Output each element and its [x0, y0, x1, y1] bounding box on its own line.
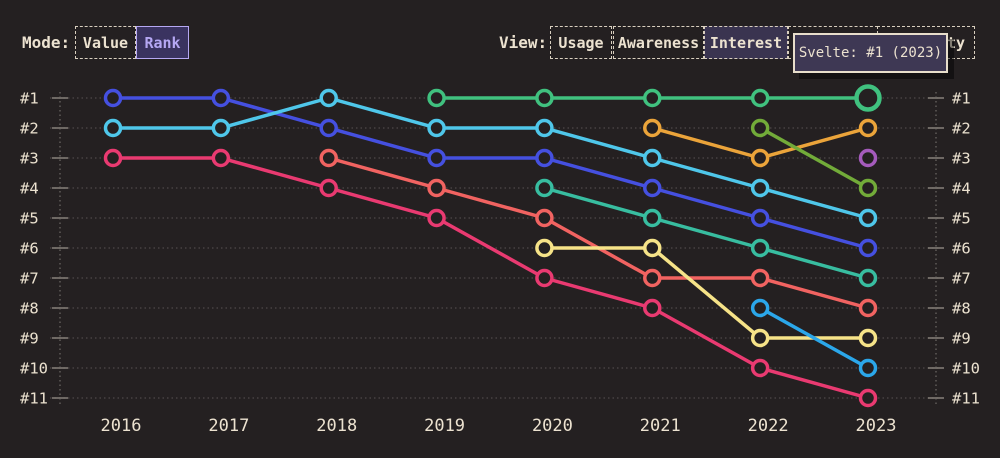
data-point[interactable]: [858, 118, 878, 138]
y-axis-label-left: #9: [20, 330, 39, 348]
y-axis-label-right: #7: [952, 270, 971, 288]
series-line: [758, 126, 870, 190]
data-point[interactable]: [535, 88, 554, 108]
data-point[interactable]: [535, 238, 554, 258]
data-point[interactable]: [211, 118, 231, 138]
data-point[interactable]: [750, 118, 770, 138]
y-axis-label-left: #8: [20, 300, 39, 318]
data-point[interactable]: [858, 148, 878, 168]
y-axis-label-left: #4: [20, 180, 39, 198]
data-point[interactable]: [319, 118, 338, 138]
data-point[interactable]: [858, 388, 878, 408]
data-point[interactable]: [750, 178, 770, 198]
data-point[interactable]: [858, 208, 878, 228]
x-axis-label: 2017: [208, 416, 249, 436]
y-axis-label-left: #2: [20, 120, 39, 138]
data-point[interactable]: [643, 238, 662, 258]
x-axis-label: 2023: [856, 416, 897, 436]
data-point[interactable]: [535, 178, 554, 198]
data-point[interactable]: [643, 88, 662, 108]
series-line: [542, 186, 870, 280]
series-line: [111, 96, 870, 250]
data-point[interactable]: [750, 328, 770, 348]
y-axis-label-right: #6: [952, 240, 971, 258]
data-point[interactable]: [643, 208, 662, 228]
y-axis-label-right: #4: [952, 180, 971, 198]
data-point[interactable]: [858, 328, 878, 348]
data-point[interactable]: [211, 148, 231, 168]
y-axis-label-right: #11: [952, 390, 980, 408]
data-point[interactable]: [535, 148, 554, 168]
view-option-awareness[interactable]: Awareness: [613, 26, 704, 59]
series-line: [326, 156, 870, 310]
series-line: [111, 96, 870, 220]
data-point[interactable]: [858, 178, 878, 198]
y-axis-label-left: #7: [20, 270, 39, 288]
data-point[interactable]: [643, 298, 662, 318]
mode-option-value[interactable]: Value: [75, 26, 136, 59]
series-line: [111, 156, 870, 400]
data-point[interactable]: [643, 148, 662, 168]
data-point[interactable]: [858, 298, 878, 318]
data-point[interactable]: [535, 118, 554, 138]
y-axis-label-right: #9: [952, 330, 971, 348]
data-point[interactable]: [211, 88, 231, 108]
view-option-usage[interactable]: Usage: [550, 26, 612, 59]
hover-tooltip: Svelte: #1 (2023): [793, 33, 948, 73]
x-axis-label: 2018: [316, 416, 357, 436]
data-point[interactable]: [535, 268, 554, 288]
data-point[interactable]: [319, 88, 338, 108]
data-point[interactable]: [750, 238, 770, 258]
data-point[interactable]: [103, 118, 123, 138]
x-axis-label: 2020: [532, 416, 573, 436]
y-axis-label-left: #10: [20, 360, 48, 378]
y-axis-label-left: #11: [20, 390, 48, 408]
data-point[interactable]: [643, 118, 662, 138]
x-axis-label: 2022: [748, 416, 789, 436]
view-label: View:: [499, 33, 548, 52]
data-point[interactable]: [858, 358, 878, 378]
y-axis-label-left: #6: [20, 240, 39, 258]
data-point[interactable]: [319, 148, 338, 168]
data-point[interactable]: [750, 208, 770, 228]
y-axis-label-left: #5: [20, 210, 39, 228]
data-point[interactable]: [427, 148, 446, 168]
data-point[interactable]: [858, 268, 878, 288]
x-axis-label: 2016: [101, 416, 142, 436]
data-point[interactable]: [427, 88, 446, 108]
x-axis-label: 2021: [640, 416, 681, 436]
view-option-interest[interactable]: Interest: [704, 26, 788, 59]
y-axis-label-right: #10: [952, 360, 980, 378]
y-axis-label-left: #1: [20, 90, 39, 108]
data-point[interactable]: [427, 118, 446, 138]
data-point[interactable]: [535, 208, 554, 228]
data-point[interactable]: [750, 358, 770, 378]
y-axis-label-right: #5: [952, 210, 971, 228]
data-point[interactable]: [750, 298, 770, 318]
x-axis-label: 2019: [424, 416, 465, 436]
y-axis-label-right: #8: [952, 300, 971, 318]
y-axis-label-right: #2: [952, 120, 971, 138]
svelte-2023-highlight-point[interactable]: [854, 84, 882, 112]
data-point[interactable]: [319, 178, 338, 198]
data-point[interactable]: [750, 88, 770, 108]
y-axis-label-right: #1: [952, 90, 971, 108]
y-axis-label-right: #3: [952, 150, 971, 168]
mode-label: Mode:: [22, 33, 71, 52]
data-point[interactable]: [750, 148, 770, 168]
data-point[interactable]: [427, 178, 446, 198]
data-point[interactable]: [643, 178, 662, 198]
y-axis-label-left: #3: [20, 150, 39, 168]
data-point[interactable]: [103, 88, 123, 108]
data-point[interactable]: [103, 148, 123, 168]
data-point[interactable]: [427, 208, 446, 228]
data-point[interactable]: [750, 268, 770, 288]
data-point[interactable]: [643, 268, 662, 288]
series-line: [758, 306, 870, 370]
data-point[interactable]: [858, 238, 878, 258]
